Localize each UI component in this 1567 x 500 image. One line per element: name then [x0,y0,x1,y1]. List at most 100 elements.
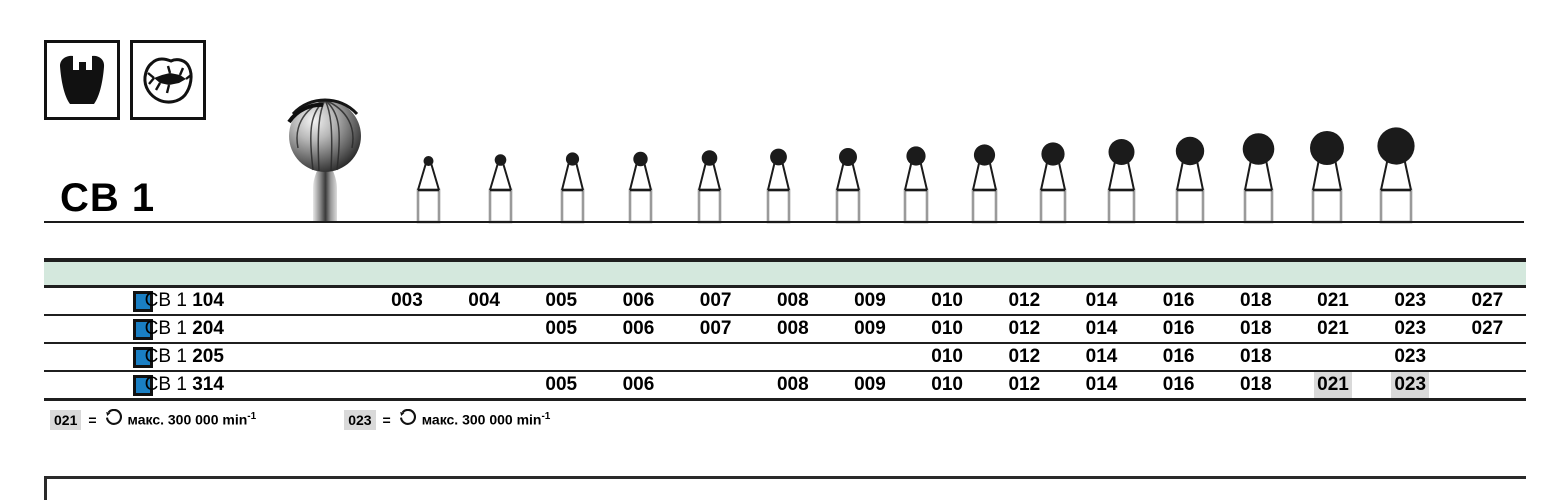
page-title: CB 1 [60,176,156,220]
page-edge-horizontal [44,476,1526,479]
size-cell: 018 [1217,315,1295,344]
bur-004 [488,154,513,224]
rotation-speed-icon [104,408,122,430]
size-cell: 008 [754,371,832,401]
footnote-021: 021 = макс. 300 000 min-1 [50,408,257,430]
size-cell: 012 [985,371,1063,401]
size-cell [1448,343,1526,372]
row-marker-cell [44,288,153,316]
size-cell [522,343,600,372]
size-cell: 012 [985,343,1063,372]
size-table: CB 1 104 003 004 005 006 007 008 009 010… [44,258,1526,401]
bur-016 [1107,139,1136,224]
footnote-text: макс. 300 000 min-1 [127,411,257,428]
size-cell [677,371,755,401]
size-cell [368,315,446,344]
row-label: CB 1 204 [144,315,369,344]
size-cell: 009 [831,288,909,316]
bur-006 [628,151,653,224]
bur-005 [560,152,585,224]
bur-018 [1175,136,1205,224]
footnote-exponent: -1 [247,411,257,423]
size-cell [677,343,755,372]
indication-icons [44,40,206,120]
table-header-band [44,258,1526,288]
row-prefix: CB 1 [144,290,187,311]
size-cell: 010 [908,288,986,316]
size-cell: 027 [1448,288,1526,316]
footnote-exponent: -1 [541,411,551,423]
row-label: CB 1 205 [144,343,369,372]
size-cell [599,343,678,372]
size-cell: 021 [1294,371,1372,401]
row-prefix: CB 1 [144,318,187,339]
size-cell: 005 [522,371,600,401]
size-cell [368,371,446,401]
size-cell: 023 [1371,371,1449,401]
footnote-code: 021 [50,409,82,430]
bur-009 [835,148,861,224]
size-cell: 014 [1062,288,1141,316]
size-cell: 021 [1294,315,1372,344]
size-cell: 008 [754,315,832,344]
size-cell: 018 [1217,371,1295,401]
footnotes: 021 = макс. 300 000 min-1 023 = макс. 30… [50,408,551,430]
size-cell: 009 [831,315,909,344]
size-cell: 006 [599,371,678,401]
size-cell: 009 [831,371,909,401]
bur-014 [1039,142,1067,224]
bur-023 [1310,131,1344,224]
table-row[interactable]: CB 1 205 010 012 014 016 018 023 [44,343,1526,372]
bur-007 [697,150,722,224]
size-cell: 012 [985,288,1063,316]
size-cell: 021 [1294,288,1372,316]
size-cell: 006 [599,315,678,344]
table-row[interactable]: CB 1 314 005 006 008 009 010 012 014 016… [44,371,1526,401]
size-cell: 008 [754,288,832,316]
table-row[interactable]: CB 1 204 005 006 007 008 009 010 012 014… [44,315,1526,344]
bur-008 [766,148,791,224]
row-code: 204 [192,318,224,339]
size-cell [445,371,523,401]
bur-021 [1242,133,1275,224]
illustration-baseline [44,221,1524,223]
rotation-speed-icon [398,408,416,430]
size-cell: 007 [677,288,755,316]
tooth-cross-section-icon [44,40,120,120]
table-row[interactable]: CB 1 104 003 004 005 006 007 008 009 010… [44,288,1526,316]
size-cell [1294,343,1372,372]
size-cell [445,343,523,372]
footnote-code: 023 [344,409,376,430]
size-cell: 016 [1140,343,1218,372]
size-cell: 007 [677,315,755,344]
bur-illustration-strip [0,60,1567,225]
bur-010 [903,146,929,224]
footnote-023: 023 = макс. 300 000 min-1 [344,408,551,430]
bur-027 [1377,127,1415,224]
footnote-text: макс. 300 000 min-1 [421,411,551,428]
row-marker-cell [44,315,153,344]
size-cell: 016 [1140,371,1218,401]
size-cell [1448,371,1526,401]
bur-photo [287,98,361,222]
size-cell: 010 [908,343,986,372]
size-cell: 016 [1140,315,1218,344]
size-cell: 023 [1371,315,1449,344]
page-edge-vertical [44,476,47,500]
size-cell: 006 [599,288,678,316]
size-cell: 016 [1140,288,1218,316]
row-code: 104 [192,290,224,311]
size-cell [445,315,523,344]
row-label: CB 1 314 [144,371,369,401]
size-cell: 010 [908,371,986,401]
size-cell: 023 [1371,343,1449,372]
size-cell [831,343,909,372]
row-code: 205 [192,346,224,367]
size-cell [368,343,446,372]
size-cell: 005 [522,315,600,344]
size-cell: 027 [1448,315,1526,344]
size-cell: 023 [1371,288,1449,316]
row-label: CB 1 104 [144,288,369,316]
size-cell: 003 [368,288,446,316]
